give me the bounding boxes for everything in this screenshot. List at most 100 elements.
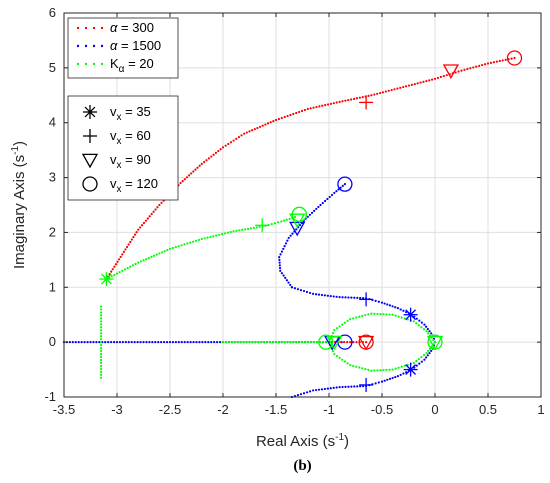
data-point xyxy=(292,341,295,344)
data-point xyxy=(472,66,475,69)
legend-label: vx = 90 xyxy=(110,152,151,171)
star-marker-ray xyxy=(405,309,417,321)
data-point xyxy=(227,341,230,344)
data-point xyxy=(353,385,356,388)
data-point xyxy=(302,392,306,395)
data-point xyxy=(218,233,221,236)
data-point xyxy=(204,341,207,344)
data-point xyxy=(420,326,423,329)
data-point xyxy=(326,103,330,106)
data-point xyxy=(216,341,219,344)
data-point xyxy=(335,190,338,193)
data-point xyxy=(424,356,428,359)
data-point xyxy=(278,261,281,264)
data-point xyxy=(415,364,418,367)
data-point xyxy=(314,388,318,392)
data-point xyxy=(286,114,289,118)
triangle-marker-shape xyxy=(442,64,460,79)
data-point xyxy=(100,335,103,338)
data-point xyxy=(257,341,260,344)
data-point xyxy=(245,131,248,134)
data-point xyxy=(115,272,119,275)
data-point xyxy=(326,197,329,201)
data-point xyxy=(160,251,164,254)
data-point xyxy=(100,352,103,356)
data-point xyxy=(100,305,103,308)
data-point xyxy=(308,213,312,216)
data-point xyxy=(374,382,377,385)
data-point xyxy=(177,245,180,248)
data-point xyxy=(100,320,103,323)
data-point xyxy=(282,219,286,222)
data-point xyxy=(171,341,175,344)
data-point xyxy=(254,341,257,344)
legend-dot xyxy=(100,44,104,48)
data-point xyxy=(376,92,379,95)
data-point xyxy=(215,234,218,237)
data-point xyxy=(100,358,103,362)
data-point xyxy=(486,62,490,65)
data-point xyxy=(380,380,384,383)
data-point xyxy=(278,266,282,270)
data-point xyxy=(367,313,370,316)
data-point xyxy=(376,312,379,316)
data-point xyxy=(121,269,124,272)
data-point xyxy=(241,228,244,231)
data-point xyxy=(385,368,388,371)
data-point xyxy=(171,246,174,250)
data-point xyxy=(391,313,394,316)
data-point xyxy=(352,317,355,320)
marker-plus xyxy=(359,377,374,392)
data-point xyxy=(197,238,201,242)
data-point xyxy=(343,360,346,363)
data-point xyxy=(338,356,341,359)
axis-ticks: -3.5 -3 -2.5 -2 -1.5 -1 -0.5 0 0.5 1 -1 0 1 2 3 4 5 6 xyxy=(44,5,544,417)
data-point xyxy=(315,207,318,211)
data-point xyxy=(469,67,472,70)
data-point xyxy=(338,100,341,103)
data-point xyxy=(326,294,329,297)
legend-speed-row: vx = 35 xyxy=(83,104,151,123)
data-point xyxy=(251,129,254,132)
data-point xyxy=(367,368,370,371)
data-point xyxy=(280,341,283,344)
data-point xyxy=(282,247,285,250)
data-point xyxy=(331,350,335,353)
marker-triangle xyxy=(357,335,375,351)
data-point xyxy=(396,307,399,310)
data-point xyxy=(312,106,315,109)
data-point xyxy=(306,341,309,344)
legend-dot xyxy=(100,26,104,30)
data-point xyxy=(492,61,495,64)
marker-circle xyxy=(506,50,523,66)
data-point xyxy=(383,379,386,382)
series-green-mirror xyxy=(327,312,437,372)
data-point xyxy=(210,155,213,158)
data-point xyxy=(404,85,408,88)
data-point xyxy=(140,224,144,227)
data-point xyxy=(183,178,186,181)
data-point xyxy=(190,172,193,175)
data-point xyxy=(361,367,364,370)
data-point xyxy=(333,328,336,332)
data-point xyxy=(344,385,347,388)
data-point xyxy=(377,300,380,303)
data-point xyxy=(272,120,275,123)
data-point xyxy=(430,332,433,335)
legend-parameter-row: α = 300 xyxy=(76,20,154,35)
data-point xyxy=(277,221,280,224)
data-point xyxy=(189,341,192,344)
data-point xyxy=(367,94,370,97)
data-point xyxy=(355,365,358,368)
data-point xyxy=(255,226,258,229)
data-point xyxy=(341,323,344,326)
data-point xyxy=(258,225,261,228)
data-point xyxy=(130,341,133,344)
data-point xyxy=(333,191,336,195)
data-point xyxy=(100,370,103,373)
legend-dot xyxy=(76,44,80,48)
data-point xyxy=(152,210,155,213)
data-point xyxy=(399,308,402,311)
data-point xyxy=(284,276,287,279)
data-point xyxy=(150,255,153,258)
